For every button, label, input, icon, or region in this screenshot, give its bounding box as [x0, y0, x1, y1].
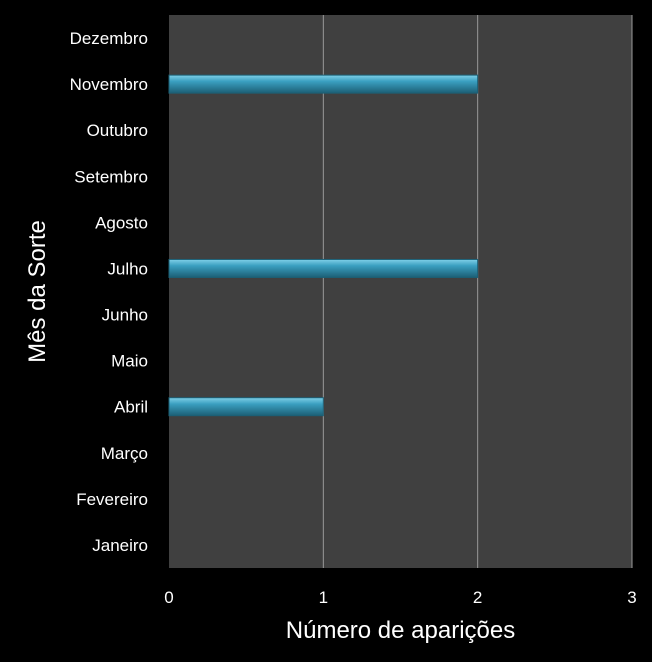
gridlines: [322, 15, 633, 568]
y-tick-labels: Janeiro Fevereiro Março Abril Maio Junho Julho…: [70, 29, 148, 555]
bar: [168, 74, 479, 94]
y-tick-label: Junho: [102, 306, 148, 325]
x-axis-title: Número de aparições: [286, 617, 515, 644]
x-tick-label: 0: [164, 588, 173, 607]
x-tick-labels: 0 1 2 3: [164, 588, 636, 607]
y-tick-label: Abril: [114, 398, 148, 417]
y-tick-label: Outubro: [87, 121, 148, 140]
y-tick-label: Maio: [111, 352, 148, 371]
x-tick-label: 1: [319, 588, 328, 607]
y-tick-label: Dezembro: [70, 29, 148, 48]
bar: [168, 397, 324, 417]
plot-area: [169, 15, 632, 568]
bars: [168, 74, 479, 417]
y-tick-label: Fevereiro: [76, 490, 148, 509]
y-tick-label: Setembro: [74, 167, 148, 186]
y-tick-label: Janeiro: [92, 536, 148, 555]
bar: [168, 258, 479, 278]
y-tick-label: Agosto: [95, 213, 148, 232]
y-tick-label: Março: [101, 444, 148, 463]
x-tick-label: 2: [473, 588, 482, 607]
x-tick-label: 3: [627, 588, 636, 607]
y-axis-title: Mês da Sorte: [24, 220, 51, 363]
y-tick-label: Novembro: [70, 75, 148, 94]
y-tick-label: Julho: [107, 259, 148, 278]
